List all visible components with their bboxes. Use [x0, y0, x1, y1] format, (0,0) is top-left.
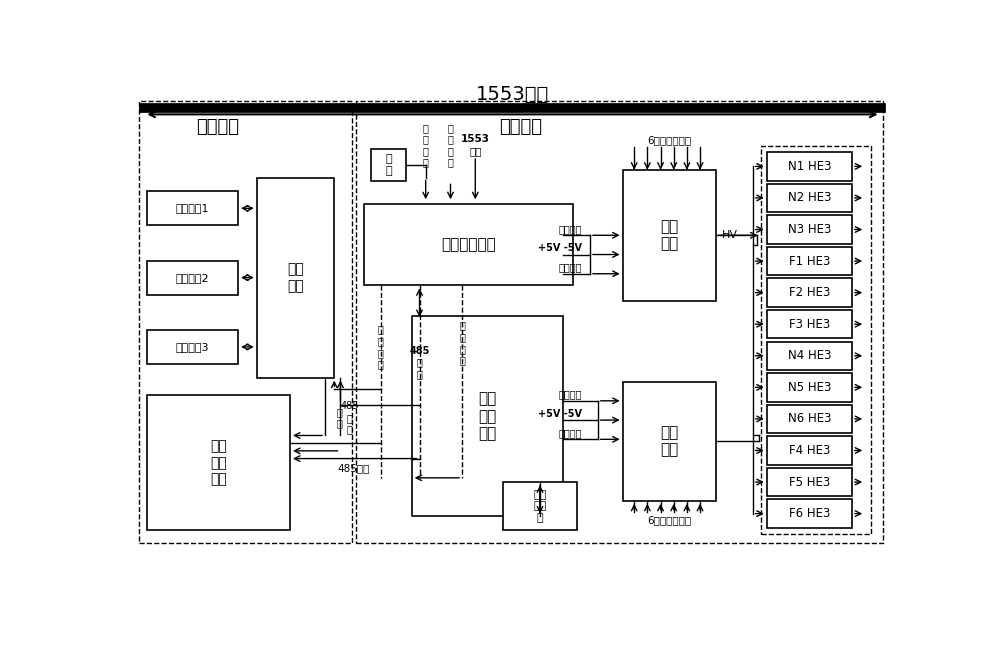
- Bar: [139, 101, 352, 544]
- Text: 1553
通信: 1553 通信: [461, 134, 490, 156]
- Text: 中子部分: 中子部分: [499, 118, 542, 136]
- Text: 485
通
信: 485 通 信: [409, 345, 430, 379]
- Text: 电源通信模块: 电源通信模块: [441, 238, 496, 253]
- Bar: [371, 149, 406, 182]
- Bar: [767, 152, 852, 180]
- Text: 485通信: 485通信: [337, 464, 370, 474]
- Text: N5 HE3: N5 HE3: [788, 381, 831, 394]
- Bar: [767, 278, 852, 307]
- Bar: [147, 395, 290, 530]
- Bar: [356, 101, 883, 544]
- Text: F5 HE3: F5 HE3: [789, 476, 830, 488]
- Text: 中
子
供
电: 中 子 供 电: [459, 320, 465, 365]
- Bar: [767, 405, 852, 433]
- Bar: [767, 310, 852, 338]
- Text: N1 HE3: N1 HE3: [788, 160, 831, 173]
- Text: 发射
模块: 发射 模块: [287, 263, 304, 293]
- Text: 主控
存储
模块: 主控 存储 模块: [478, 392, 496, 441]
- Text: 供
电: 供 电: [337, 407, 343, 428]
- Bar: [767, 342, 852, 370]
- Bar: [623, 382, 716, 501]
- Text: F1 HE3: F1 HE3: [789, 255, 830, 268]
- Text: 井径
处理
模块: 井径 处理 模块: [210, 440, 227, 486]
- Text: 数据
下载
口: 数据 下载 口: [533, 490, 547, 523]
- Text: +5V -5V: +5V -5V: [538, 409, 582, 419]
- Text: F6 HE3: F6 HE3: [789, 507, 830, 520]
- Text: 高压
模块: 高压 模块: [660, 219, 678, 251]
- Text: 控制总线: 控制总线: [559, 224, 582, 234]
- Bar: [767, 215, 852, 243]
- Bar: [503, 482, 577, 530]
- Text: 数据总线: 数据总线: [559, 263, 582, 272]
- Text: 井径部分: 井径部分: [196, 118, 240, 136]
- Text: N6 HE3: N6 HE3: [788, 413, 831, 426]
- Bar: [761, 146, 871, 534]
- Bar: [767, 499, 852, 528]
- Text: 总
线
供
电: 总 线 供 电: [448, 122, 453, 168]
- Text: 井径探头2: 井径探头2: [176, 272, 209, 283]
- Bar: [364, 205, 573, 286]
- Text: F2 HE3: F2 HE3: [789, 286, 830, 299]
- Text: N2 HE3: N2 HE3: [788, 191, 831, 205]
- Bar: [147, 191, 238, 225]
- Text: 数据总线: 数据总线: [559, 390, 582, 399]
- Text: 1553总线: 1553总线: [476, 85, 549, 104]
- Bar: [767, 184, 852, 212]
- Text: 6通道脉冲信号: 6通道脉冲信号: [647, 136, 691, 145]
- Bar: [147, 330, 238, 364]
- Bar: [412, 316, 563, 517]
- Bar: [767, 468, 852, 496]
- Text: 井
径
供
电: 井 径 供 电: [378, 324, 384, 369]
- Bar: [257, 178, 334, 378]
- Text: 控制总线: 控制总线: [559, 428, 582, 438]
- Text: 井径探头3: 井径探头3: [176, 342, 209, 352]
- Text: N3 HE3: N3 HE3: [788, 223, 831, 236]
- Text: 电
池: 电 池: [386, 155, 392, 176]
- Bar: [767, 436, 852, 465]
- Text: 模拟
模块: 模拟 模块: [660, 425, 678, 457]
- Bar: [767, 373, 852, 401]
- Text: +5V -5V: +5V -5V: [538, 243, 582, 253]
- Text: 电
池
供
电: 电 池 供 电: [423, 122, 429, 168]
- Text: 485
通
信: 485 通 信: [340, 401, 359, 434]
- Text: N4 HE3: N4 HE3: [788, 349, 831, 363]
- Text: F3 HE3: F3 HE3: [789, 318, 830, 331]
- Bar: [623, 170, 716, 301]
- Bar: [147, 261, 238, 295]
- Text: HV: HV: [722, 230, 738, 240]
- Bar: [767, 247, 852, 275]
- Text: 6通道脉冲信号: 6通道脉冲信号: [647, 515, 691, 525]
- Text: F4 HE3: F4 HE3: [789, 444, 830, 457]
- Text: 井径探头1: 井径探头1: [176, 203, 209, 213]
